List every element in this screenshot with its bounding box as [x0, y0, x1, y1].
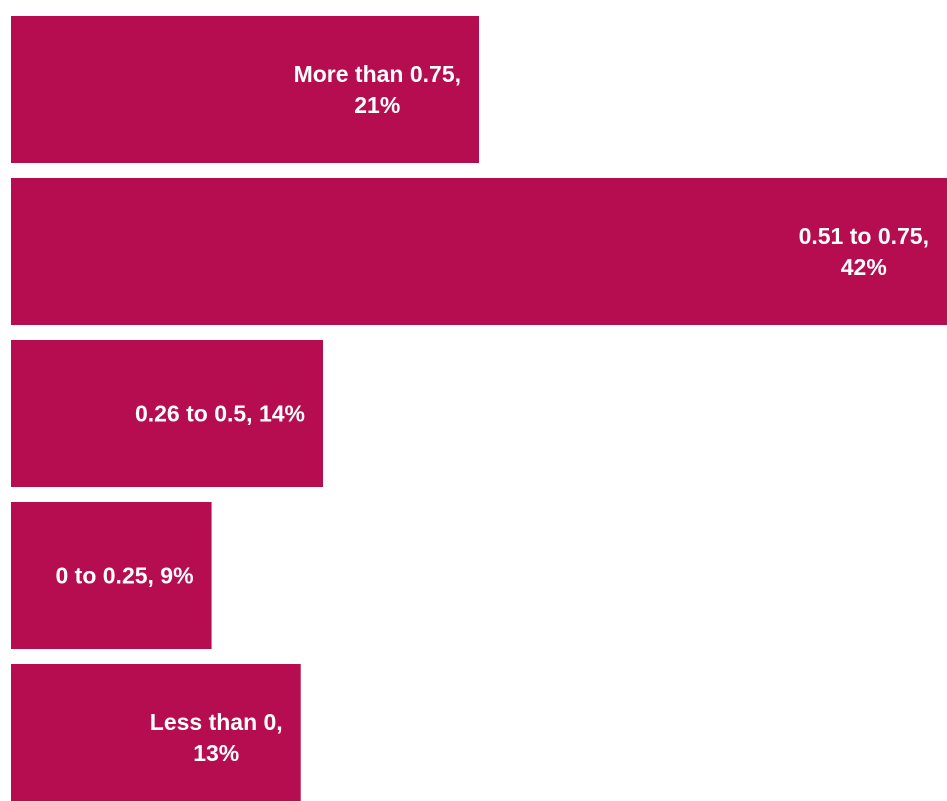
bar-0-26-to-0-5 — [11, 340, 323, 487]
bar-0-51-to-0-75 — [11, 178, 947, 325]
data-label-0-to-0-25: 0 to 0.25, 9% — [55, 563, 193, 589]
data-labels: More than 0.75, 21% 0.51 to 0.75, 42% 0.26 t… — [55, 61, 929, 766]
bars — [11, 16, 947, 801]
bar-more-than-0-75 — [11, 16, 479, 163]
bar-less-than-0 — [11, 664, 301, 801]
data-label-more-than-0-75: More than 0.75, 21% — [294, 61, 461, 118]
data-label-0-26-to-0-5: 0.26 to 0.5, 14% — [135, 401, 305, 427]
data-label-0-51-to-0-75: 0.51 to 0.75, 42% — [799, 223, 929, 280]
data-label-less-than-0: Less than 0, 13% — [150, 709, 283, 766]
bar-0-to-0-25 — [11, 502, 212, 649]
